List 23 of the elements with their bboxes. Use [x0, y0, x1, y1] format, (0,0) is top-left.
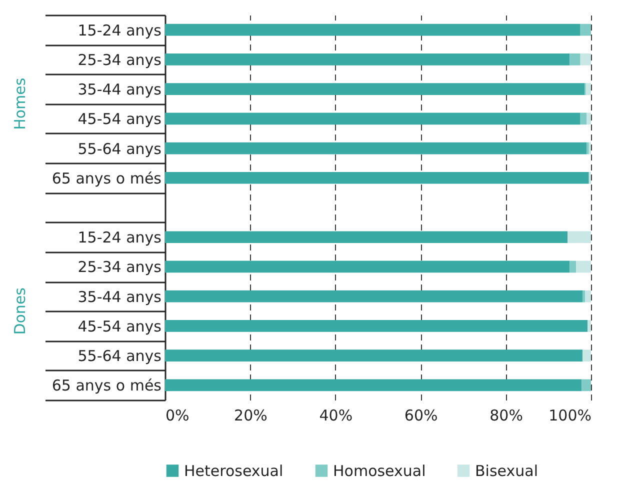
y-tick-label: 15-24 anys: [78, 21, 162, 40]
text: Dones: [11, 287, 29, 335]
legend-label: Heterosexual: [184, 462, 284, 480]
y-tick-label: 45-54 anys: [78, 317, 162, 336]
x-tick-label: 0%: [166, 406, 190, 424]
legend-label: Bisexual: [475, 462, 538, 480]
y-tick-label: 65 anys o més: [52, 169, 162, 188]
x-tick-label: 40%: [319, 406, 353, 424]
y-tick-label: 25-34 anys: [78, 50, 162, 69]
text: Homes: [11, 78, 29, 130]
y-tick-label: 15-24 anys: [78, 228, 162, 247]
y-tick-label: 45-54 anys: [78, 110, 162, 128]
y-tick-label: 55-64 anys: [78, 140, 162, 158]
x-tick-label: 100%: [548, 406, 592, 424]
y-tick-label: 55-64 anys: [78, 347, 162, 366]
y-tick-label: 35-44 anys: [78, 80, 162, 99]
x-tick-label: 80%: [490, 406, 523, 424]
x-tick-label: 20%: [234, 406, 268, 424]
y-tick-label: 35-44 anys: [78, 288, 162, 306]
legend-label: Homosexual: [333, 462, 426, 480]
x-tick-label: 60%: [404, 406, 438, 424]
y-tick-label: 25-34 anys: [78, 258, 162, 276]
y-tick-label: 65 anys o més: [52, 376, 162, 395]
